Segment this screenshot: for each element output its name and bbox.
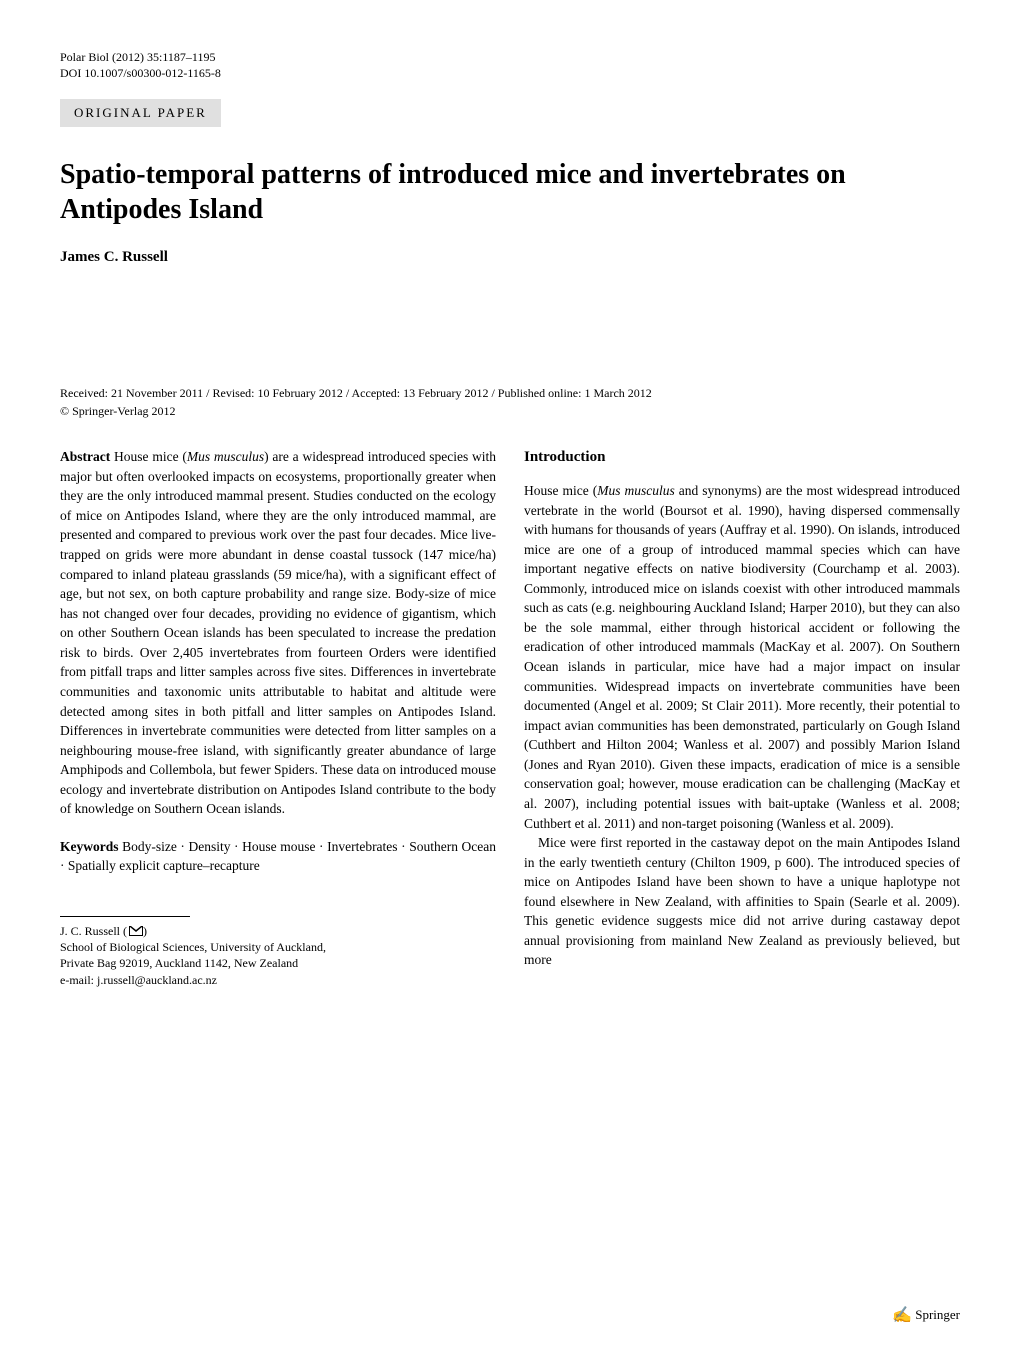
intro-p1-species: Mus musculus <box>597 483 675 498</box>
abstract-body: ) are a widespread introduced species wi… <box>60 449 496 816</box>
introduction-p1: House mice (Mus musculus and synonyms) a… <box>524 481 960 833</box>
correspondence-rule <box>60 916 190 917</box>
section-label: ORIGINAL PAPER <box>60 99 221 127</box>
intro-p1-pre: House mice ( <box>524 483 597 498</box>
keywords-label: Keywords <box>60 839 119 854</box>
abstract-label: Abstract <box>60 449 110 464</box>
corr-name-line: J. C. Russell () <box>60 923 496 939</box>
correspondence-block: J. C. Russell () School of Biological Sc… <box>60 923 496 988</box>
introduction-p2: Mice were first reported in the castaway… <box>524 833 960 970</box>
abstract-species: Mus musculus <box>187 449 264 464</box>
right-column: Introduction House mice (Mus musculus an… <box>524 447 960 988</box>
corr-address: Private Bag 92019, Auckland 1142, New Ze… <box>60 955 496 971</box>
journal-header: Polar Biol (2012) 35:1187–1195 DOI 10.10… <box>60 50 960 81</box>
article-title: Spatio-temporal patterns of introduced m… <box>60 157 960 227</box>
left-column: Abstract House mice (Mus musculus) are a… <box>60 447 496 988</box>
introduction-heading: Introduction <box>524 447 960 469</box>
envelope-icon <box>129 926 143 936</box>
two-column-layout: Abstract House mice (Mus musculus) are a… <box>60 447 960 988</box>
corr-author-name: J. C. Russell <box>60 924 120 938</box>
keywords-text: Body-size · Density · House mouse · Inve… <box>60 839 496 874</box>
author-name: James C. Russell <box>60 249 960 266</box>
springer-logo-icon: ✍ <box>892 1307 912 1324</box>
journal-name-line: Polar Biol (2012) 35:1187–1195 <box>60 50 960 66</box>
intro-p1-post: and synonyms) are the most widespread in… <box>524 483 960 831</box>
dates-line: Received: 21 November 2011 / Revised: 10… <box>60 386 960 401</box>
publisher-footer: ✍ Springer <box>892 1305 960 1325</box>
publisher-name: Springer <box>915 1307 960 1322</box>
doi-line: DOI 10.1007/s00300-012-1165-8 <box>60 66 960 82</box>
corr-affiliation: School of Biological Sciences, Universit… <box>60 939 496 955</box>
copyright-line: © Springer-Verlag 2012 <box>60 404 960 419</box>
corr-email: e-mail: j.russell@auckland.ac.nz <box>60 972 496 988</box>
abstract-paragraph: Abstract House mice (Mus musculus) are a… <box>60 447 496 819</box>
abstract-lead: House mice ( <box>114 449 187 464</box>
keywords-block: Keywords Body-size · Density · House mou… <box>60 837 496 876</box>
